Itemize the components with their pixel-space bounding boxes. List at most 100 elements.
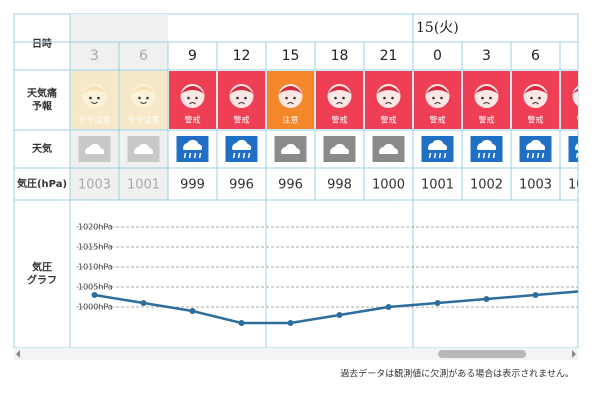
mouth (189, 102, 196, 105)
pressure-point (532, 292, 539, 298)
eye (481, 96, 484, 100)
pressure-point (287, 320, 294, 326)
mouth (483, 102, 490, 105)
hour: 6 (139, 48, 148, 64)
date-label: 15(火) (416, 20, 459, 36)
y-tick-label: 1015hPa (78, 243, 113, 252)
rain-drop (198, 152, 202, 159)
pressure-point (434, 300, 441, 306)
rain-drop (477, 152, 481, 159)
pain-label: 警戒 (528, 115, 544, 125)
pressure-value: 1000 (372, 178, 405, 193)
row-label: 天気 (32, 142, 52, 155)
rain-drop (438, 152, 442, 159)
hour: 9 (188, 48, 197, 64)
pain-label: 警戒 (185, 115, 201, 125)
mouth (336, 102, 343, 105)
scrollbar-thumb[interactable] (438, 350, 526, 358)
rain-drop (575, 152, 578, 159)
mouth (91, 101, 98, 104)
eye (293, 96, 296, 100)
cloud (477, 139, 497, 150)
rain-drop (582, 153, 583, 158)
scrollbar-track[interactable] (14, 348, 578, 360)
eye (383, 96, 386, 100)
row-label: 天気痛 (27, 87, 57, 100)
eye (579, 97, 582, 100)
pressure-value: 1003 (78, 178, 111, 193)
pain-label: 警戒 (577, 115, 593, 125)
scroll-left[interactable] (16, 350, 20, 358)
eye (489, 96, 492, 100)
hour: 0 (433, 48, 442, 64)
eye (587, 97, 590, 100)
pain-label: 警戒 (430, 115, 446, 125)
cloud (575, 143, 578, 150)
rain-drop (242, 152, 246, 159)
face-hair (376, 86, 401, 94)
pain-label: 警戒 (234, 115, 250, 125)
weather-icon (568, 136, 578, 162)
pressure-point (582, 288, 588, 294)
pressure-value: 999 (180, 178, 205, 193)
cloud (428, 139, 448, 150)
pressure-value: 996 (229, 178, 254, 193)
cloud (281, 143, 301, 154)
rain-drop (541, 152, 545, 159)
face-hair (523, 86, 548, 94)
rain-drop (587, 153, 588, 158)
cloud (232, 139, 252, 150)
hour: 6 (531, 48, 540, 64)
row-label: 予報 (32, 100, 53, 113)
eye (97, 96, 100, 100)
eye (538, 96, 541, 100)
mouth (582, 103, 588, 105)
footnote: 過去データは観測値に欠測がある場合は表示されません。 (340, 368, 574, 380)
hour: 12 (233, 48, 251, 64)
eye (391, 96, 394, 100)
pain-label: 警戒 (332, 115, 348, 125)
y-tick-label: 1020hPa (78, 223, 113, 232)
face-hair (180, 86, 205, 94)
pressure-point (189, 308, 196, 314)
pressure-point (91, 292, 98, 298)
pain-label: やや注意 (79, 115, 111, 125)
rain-drop (531, 152, 535, 159)
face-hair (474, 86, 499, 94)
pressure-point (385, 304, 392, 310)
cloud (85, 143, 105, 154)
face-hair (229, 86, 254, 94)
hour: 21 (380, 48, 398, 64)
pressure-point (336, 312, 343, 318)
hour: 9 (580, 48, 589, 64)
pain-label: やや注意 (128, 115, 160, 125)
rain-drop (247, 152, 251, 159)
y-tick-label: 1010hPa (78, 263, 113, 272)
mouth (140, 101, 147, 104)
pressure-point (483, 296, 490, 302)
pressure-value: 996 (278, 178, 303, 193)
rain-drop (487, 152, 491, 159)
eye (89, 96, 92, 100)
hour: 3 (90, 48, 99, 64)
mouth (385, 102, 392, 105)
pressure-value: 1003 (519, 178, 552, 193)
scroll-right[interactable] (572, 350, 576, 358)
hour: 15 (282, 48, 300, 64)
eye (342, 96, 345, 100)
eye (285, 96, 288, 100)
rain-drop (443, 152, 447, 159)
rain-drop (433, 152, 437, 159)
eye (236, 96, 239, 100)
rain-drop (482, 152, 486, 159)
eye (138, 96, 141, 100)
eye (146, 96, 149, 100)
mouth (287, 102, 294, 105)
eye (440, 96, 443, 100)
face (572, 85, 578, 107)
mouth (238, 102, 245, 105)
pressure-value: 1004 (568, 178, 600, 193)
cloud (134, 143, 154, 154)
rain-drop (237, 152, 241, 159)
